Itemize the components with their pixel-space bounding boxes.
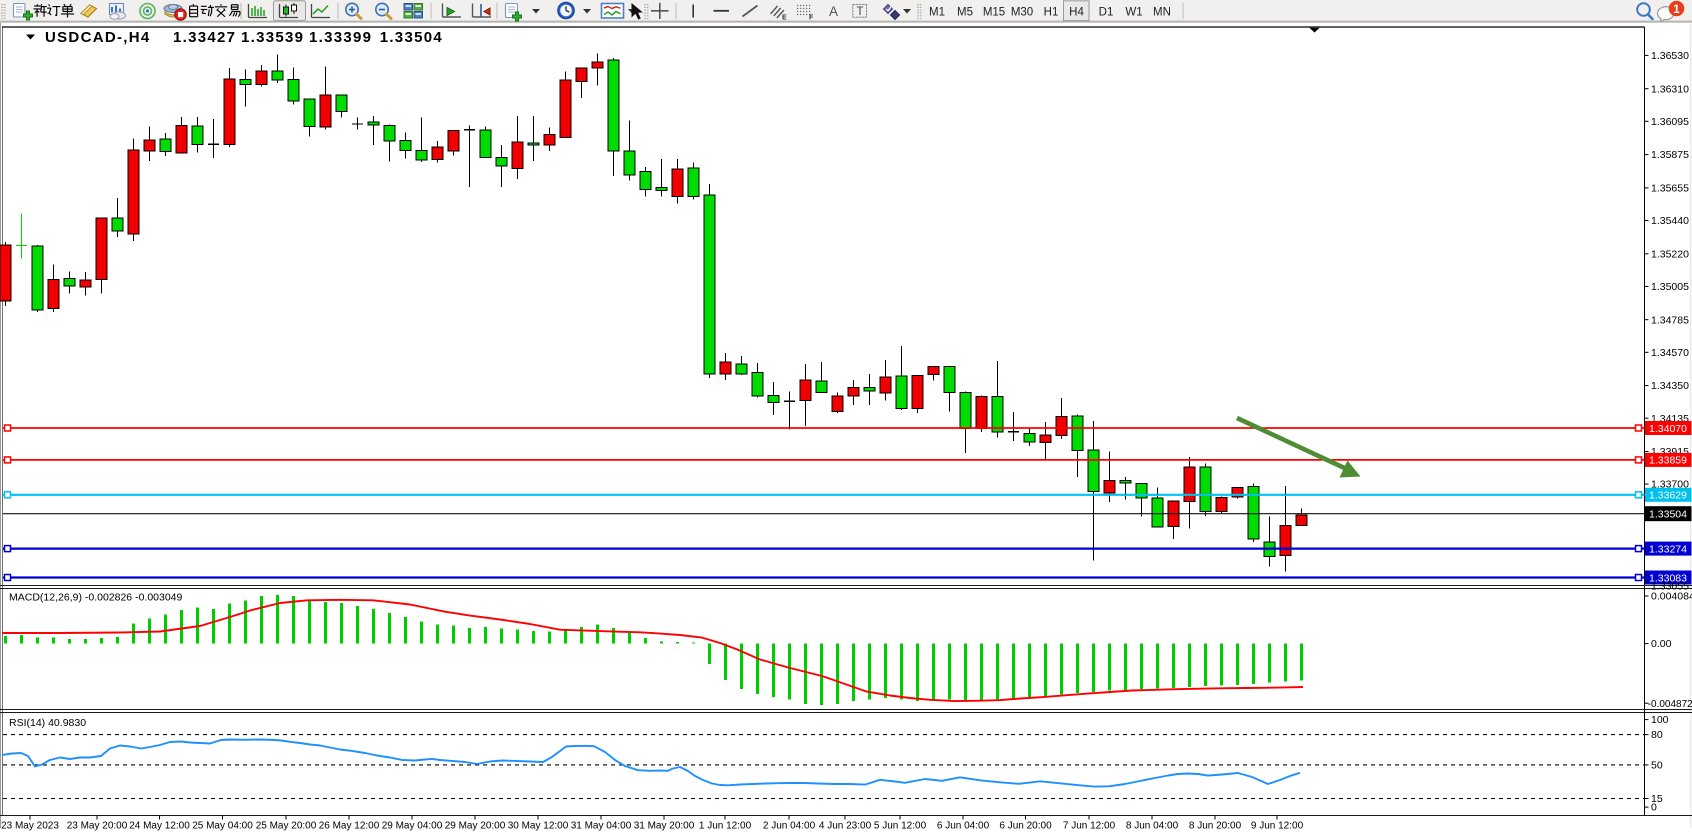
svg-text:8 Jun 20:00: 8 Jun 20:00 bbox=[1189, 821, 1242, 832]
svg-text:1.36530: 1.36530 bbox=[1651, 50, 1689, 62]
svg-text:A: A bbox=[829, 4, 838, 19]
svg-text:1.33274: 1.33274 bbox=[1649, 543, 1687, 555]
svg-text:50: 50 bbox=[1651, 760, 1663, 772]
svg-text:1.34350: 1.34350 bbox=[1651, 380, 1689, 392]
svg-text:T: T bbox=[857, 6, 864, 18]
svg-text:1.33629: 1.33629 bbox=[1649, 490, 1687, 502]
svg-text:1.33083: 1.33083 bbox=[1649, 572, 1687, 584]
svg-text:1: 1 bbox=[1673, 4, 1680, 16]
svg-text:USDCAD-,H4: USDCAD-,H4 bbox=[45, 29, 151, 46]
svg-text:5 Jun 12:00: 5 Jun 12:00 bbox=[874, 821, 927, 832]
svg-text:25 May 20:00: 25 May 20:00 bbox=[256, 821, 317, 832]
svg-text:7 Jun 12:00: 7 Jun 12:00 bbox=[1063, 821, 1116, 832]
svg-text:1.35655: 1.35655 bbox=[1651, 183, 1689, 195]
svg-text:9 Jun 12:00: 9 Jun 12:00 bbox=[1251, 821, 1304, 832]
svg-text:1.35220: 1.35220 bbox=[1651, 248, 1689, 260]
svg-text:M15: M15 bbox=[983, 6, 1005, 18]
svg-text:1.34570: 1.34570 bbox=[1651, 347, 1689, 359]
svg-text:RSI(14) 40.9830: RSI(14) 40.9830 bbox=[9, 717, 86, 729]
svg-text:0.004084: 0.004084 bbox=[1651, 591, 1692, 603]
svg-text:31 May 20:00: 31 May 20:00 bbox=[634, 821, 695, 832]
svg-text:6 Jun 20:00: 6 Jun 20:00 bbox=[999, 821, 1052, 832]
svg-text:F: F bbox=[809, 15, 814, 22]
svg-text:80: 80 bbox=[1651, 729, 1663, 741]
svg-text:1.33504: 1.33504 bbox=[1649, 509, 1687, 521]
svg-text:100: 100 bbox=[1651, 714, 1669, 726]
svg-text:1.33055: 1.33055 bbox=[1651, 581, 1689, 593]
svg-text:30 May 12:00: 30 May 12:00 bbox=[508, 821, 569, 832]
svg-text:2 Jun 04:00: 2 Jun 04:00 bbox=[763, 821, 816, 832]
svg-text:6 Jun 04:00: 6 Jun 04:00 bbox=[937, 821, 990, 832]
svg-text:26 May 12:00: 26 May 12:00 bbox=[319, 821, 380, 832]
svg-text:8 Jun 04:00: 8 Jun 04:00 bbox=[1126, 821, 1179, 832]
svg-text:-0.004872: -0.004872 bbox=[1648, 699, 1692, 710]
svg-text:M30: M30 bbox=[1011, 6, 1033, 18]
svg-text:1.34070: 1.34070 bbox=[1649, 423, 1687, 435]
svg-text:24 May 12:00: 24 May 12:00 bbox=[129, 821, 190, 832]
svg-text:0: 0 bbox=[1651, 802, 1657, 814]
svg-text:E: E bbox=[782, 15, 787, 22]
svg-text:H1: H1 bbox=[1044, 6, 1059, 18]
svg-text:1 Jun 12:00: 1 Jun 12:00 bbox=[699, 821, 752, 832]
svg-text:23 May 20:00: 23 May 20:00 bbox=[67, 821, 128, 832]
svg-text:23 May 2023: 23 May 2023 bbox=[1, 821, 59, 832]
svg-text:1.35440: 1.35440 bbox=[1651, 215, 1689, 227]
svg-text:1.33539: 1.33539 bbox=[241, 29, 304, 46]
svg-text:29 May 20:00: 29 May 20:00 bbox=[445, 821, 506, 832]
svg-text:M1: M1 bbox=[929, 6, 945, 18]
svg-text:4 Jun 23:00: 4 Jun 23:00 bbox=[819, 821, 872, 832]
svg-text:0.00: 0.00 bbox=[1651, 638, 1672, 650]
svg-text:1.34785: 1.34785 bbox=[1651, 314, 1689, 326]
svg-text:1.33504: 1.33504 bbox=[380, 29, 443, 46]
svg-text:MACD(12,26,9) -0.002826 -0.003: MACD(12,26,9) -0.002826 -0.003049 bbox=[9, 592, 183, 604]
svg-text:M5: M5 bbox=[957, 6, 973, 18]
svg-text:MN: MN bbox=[1153, 6, 1171, 18]
svg-text:1.36095: 1.36095 bbox=[1651, 116, 1689, 128]
svg-text:1.33427: 1.33427 bbox=[173, 29, 236, 46]
svg-text:1.36310: 1.36310 bbox=[1651, 83, 1689, 95]
svg-text:31 May 04:00: 31 May 04:00 bbox=[571, 821, 632, 832]
svg-text:1.33399: 1.33399 bbox=[309, 29, 372, 46]
svg-text:15: 15 bbox=[1651, 793, 1663, 805]
svg-text:H4: H4 bbox=[1069, 6, 1084, 18]
svg-text:25 May 04:00: 25 May 04:00 bbox=[192, 821, 253, 832]
svg-text:1.33859: 1.33859 bbox=[1649, 455, 1687, 467]
svg-text:1.33700: 1.33700 bbox=[1651, 479, 1689, 491]
svg-text:1.35005: 1.35005 bbox=[1651, 281, 1689, 293]
svg-text:D1: D1 bbox=[1099, 6, 1114, 18]
svg-text:29 May 04:00: 29 May 04:00 bbox=[382, 821, 443, 832]
svg-text:1.35875: 1.35875 bbox=[1651, 149, 1689, 161]
svg-text:W1: W1 bbox=[1125, 6, 1142, 18]
